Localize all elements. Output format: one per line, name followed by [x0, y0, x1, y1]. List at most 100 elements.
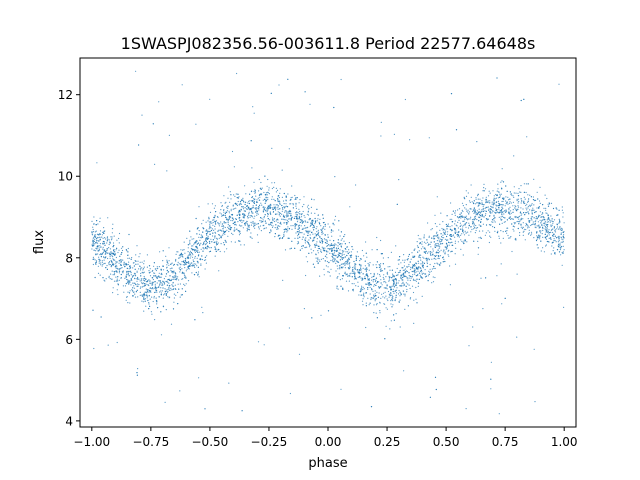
data-point — [172, 282, 174, 284]
data-point — [154, 283, 156, 285]
data-point — [296, 243, 299, 245]
data-point — [354, 276, 356, 278]
data-point — [101, 261, 103, 263]
data-point — [337, 247, 339, 249]
data-point — [474, 209, 476, 211]
data-point — [509, 213, 511, 215]
data-point — [201, 255, 203, 257]
data-point — [141, 300, 143, 302]
data-point — [194, 250, 196, 252]
data-point — [186, 262, 188, 264]
data-point — [454, 212, 456, 214]
data-point — [400, 277, 402, 280]
data-point — [492, 206, 494, 208]
data-point — [517, 192, 519, 194]
data-point — [346, 254, 348, 257]
data-point — [234, 229, 236, 231]
data-point — [307, 242, 309, 244]
data-point — [134, 293, 136, 295]
data-point — [336, 277, 338, 279]
data-point — [423, 236, 425, 238]
data-point — [357, 285, 359, 287]
data-point — [175, 274, 177, 276]
data-point — [398, 259, 400, 261]
data-point — [269, 206, 271, 208]
data-point — [135, 260, 137, 262]
data-point — [125, 282, 128, 284]
data-point — [420, 254, 422, 256]
data-point — [557, 236, 560, 238]
data-point — [233, 208, 235, 210]
data-point — [162, 306, 165, 308]
data-point — [505, 209, 507, 211]
data-point — [457, 227, 459, 229]
data-point — [341, 238, 343, 240]
data-point — [324, 247, 326, 249]
data-point — [552, 207, 555, 210]
data-point — [380, 268, 382, 270]
data-point — [214, 248, 216, 250]
data-point — [285, 215, 287, 217]
data-point — [509, 216, 511, 218]
data-point — [253, 200, 256, 202]
data-point — [271, 147, 273, 149]
data-point — [484, 234, 486, 236]
data-point — [115, 270, 117, 272]
data-point — [447, 223, 449, 225]
data-point — [375, 304, 378, 306]
data-point — [98, 260, 100, 262]
data-point — [513, 192, 515, 194]
data-point — [531, 219, 533, 221]
data-point — [106, 236, 109, 238]
data-point — [446, 235, 448, 238]
data-point — [119, 268, 121, 270]
data-point — [282, 218, 284, 220]
data-point — [329, 252, 331, 254]
data-point — [524, 239, 526, 241]
data-point — [422, 256, 424, 258]
data-point — [122, 285, 124, 287]
data-point — [459, 225, 461, 227]
data-point — [352, 272, 354, 274]
data-point — [483, 216, 485, 218]
data-point — [222, 214, 224, 217]
data-point — [505, 200, 507, 202]
data-point — [184, 284, 186, 287]
data-point — [308, 219, 310, 221]
data-point — [325, 265, 327, 267]
data-point — [152, 123, 154, 125]
data-point — [388, 275, 390, 278]
data-point — [225, 240, 227, 242]
data-point — [274, 209, 277, 211]
data-point — [359, 291, 361, 293]
data-point — [402, 276, 404, 279]
data-point — [166, 267, 168, 269]
data-point — [309, 230, 311, 232]
data-point — [184, 267, 186, 269]
data-point — [441, 239, 443, 241]
data-point — [129, 290, 131, 292]
data-point — [362, 286, 364, 288]
data-point — [382, 292, 385, 294]
data-point — [160, 269, 162, 271]
data-point — [258, 206, 260, 208]
data-point — [191, 256, 194, 258]
data-point — [134, 278, 136, 280]
data-point — [198, 206, 200, 208]
data-point — [208, 228, 210, 230]
data-point — [188, 254, 190, 256]
data-point — [105, 253, 107, 255]
data-point — [169, 275, 171, 277]
data-point — [109, 261, 111, 263]
data-point — [209, 227, 211, 229]
data-point — [167, 278, 170, 281]
data-point — [339, 243, 341, 245]
data-point — [277, 221, 279, 224]
data-point — [105, 278, 107, 280]
data-point — [237, 200, 239, 203]
data-point — [522, 231, 524, 233]
data-point — [269, 211, 271, 213]
data-point — [431, 228, 433, 230]
data-point — [320, 249, 322, 251]
data-point — [468, 213, 470, 215]
